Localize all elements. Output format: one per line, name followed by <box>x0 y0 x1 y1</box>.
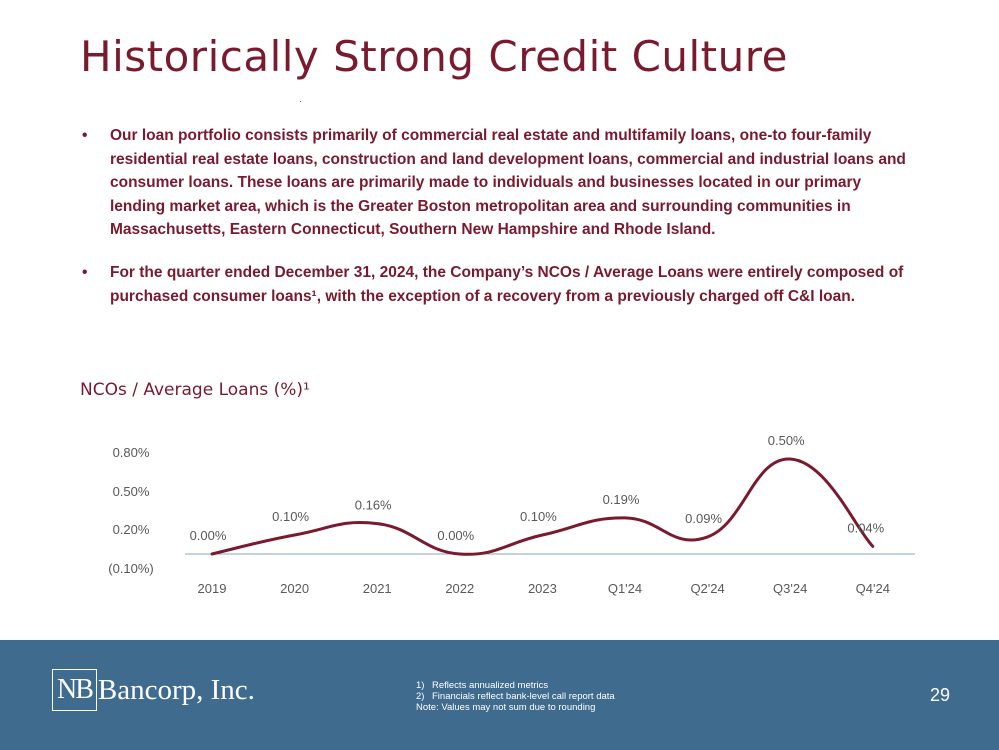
company-logo: NB Bancorp, Inc. <box>52 669 255 711</box>
x-tick-label-2023: 2023 <box>528 581 557 596</box>
x-tick-label-Q2'24: Q2'24 <box>690 581 724 596</box>
nco-line-chart: 0.80% 0.50% 0.20% (0.10%) 0.00% 2019 0.10% 2020… <box>108 433 915 596</box>
bullet-text-portfolio: Our loan portfolio consists primarily of… <box>110 127 906 239</box>
data-label-Q3'24: 0.50% <box>768 433 805 448</box>
bullet-item-quarter: • For the quarter ended December 31, 202… <box>80 261 920 308</box>
footnote-rounding: Note: Values may not sum due to rounding <box>416 702 596 713</box>
page-number: 29 <box>930 685 951 705</box>
footnote-1: 1) Reflects annualized metrics <box>416 680 549 691</box>
y-tick-label-2: 0.20% <box>113 522 150 537</box>
data-label-2022: 0.00% <box>437 528 474 543</box>
bullet-text-quarter: For the quarter ended December 31, 2024,… <box>110 263 904 305</box>
y-tick-label-3: (0.10%) <box>108 561 154 576</box>
y-tick-label-0: 0.80% <box>113 445 150 460</box>
x-tick-label-2022: 2022 <box>445 581 474 596</box>
data-label-2020: 0.10% <box>272 509 309 524</box>
bullet-item-portfolio: • Our loan portfolio consists primarily … <box>80 124 920 242</box>
bullet-glyph: • <box>82 263 88 281</box>
x-tick-label-2021: 2021 <box>363 581 392 596</box>
chart-title: NCOs / Average Loans (%)¹ <box>80 380 310 400</box>
bullet-glyph: • <box>82 127 88 144</box>
data-label-Q4'24: 0.04% <box>847 520 884 535</box>
data-label-2019: 0.00% <box>190 528 227 543</box>
x-tick-label-2020: 2020 <box>280 581 309 596</box>
data-label-Q1'24: 0.19% <box>603 492 640 507</box>
logo-mark: NB <box>52 669 97 711</box>
y-tick-label-1: 0.50% <box>113 484 150 499</box>
slide-title: Historically Strong Credit Culture <box>80 32 788 81</box>
data-label-2021: 0.16% <box>355 498 392 513</box>
bullet-list: • Our loan portfolio consists primarily … <box>80 124 920 327</box>
x-tick-label-Q4'24: Q4'24 <box>856 581 890 596</box>
footer-bar: NB Bancorp, Inc. 1) Reflects annualized m… <box>0 640 999 750</box>
footnote-2: 2) Financials reflect bank-level call rep… <box>416 691 615 702</box>
x-tick-label-2019: 2019 <box>198 581 227 596</box>
data-label-2023: 0.10% <box>520 509 557 524</box>
title-underline-dot <box>300 101 301 102</box>
data-label-Q2'24: 0.09% <box>685 511 722 526</box>
x-tick-label-Q1'24: Q1'24 <box>608 581 642 596</box>
series-line-nco <box>210 457 875 556</box>
x-tick-label-Q3'24: Q3'24 <box>773 581 807 596</box>
logo-name: Bancorp, Inc. <box>97 673 255 706</box>
footnotes: 1) Reflects annualized metrics 2) Financia… <box>416 680 615 713</box>
